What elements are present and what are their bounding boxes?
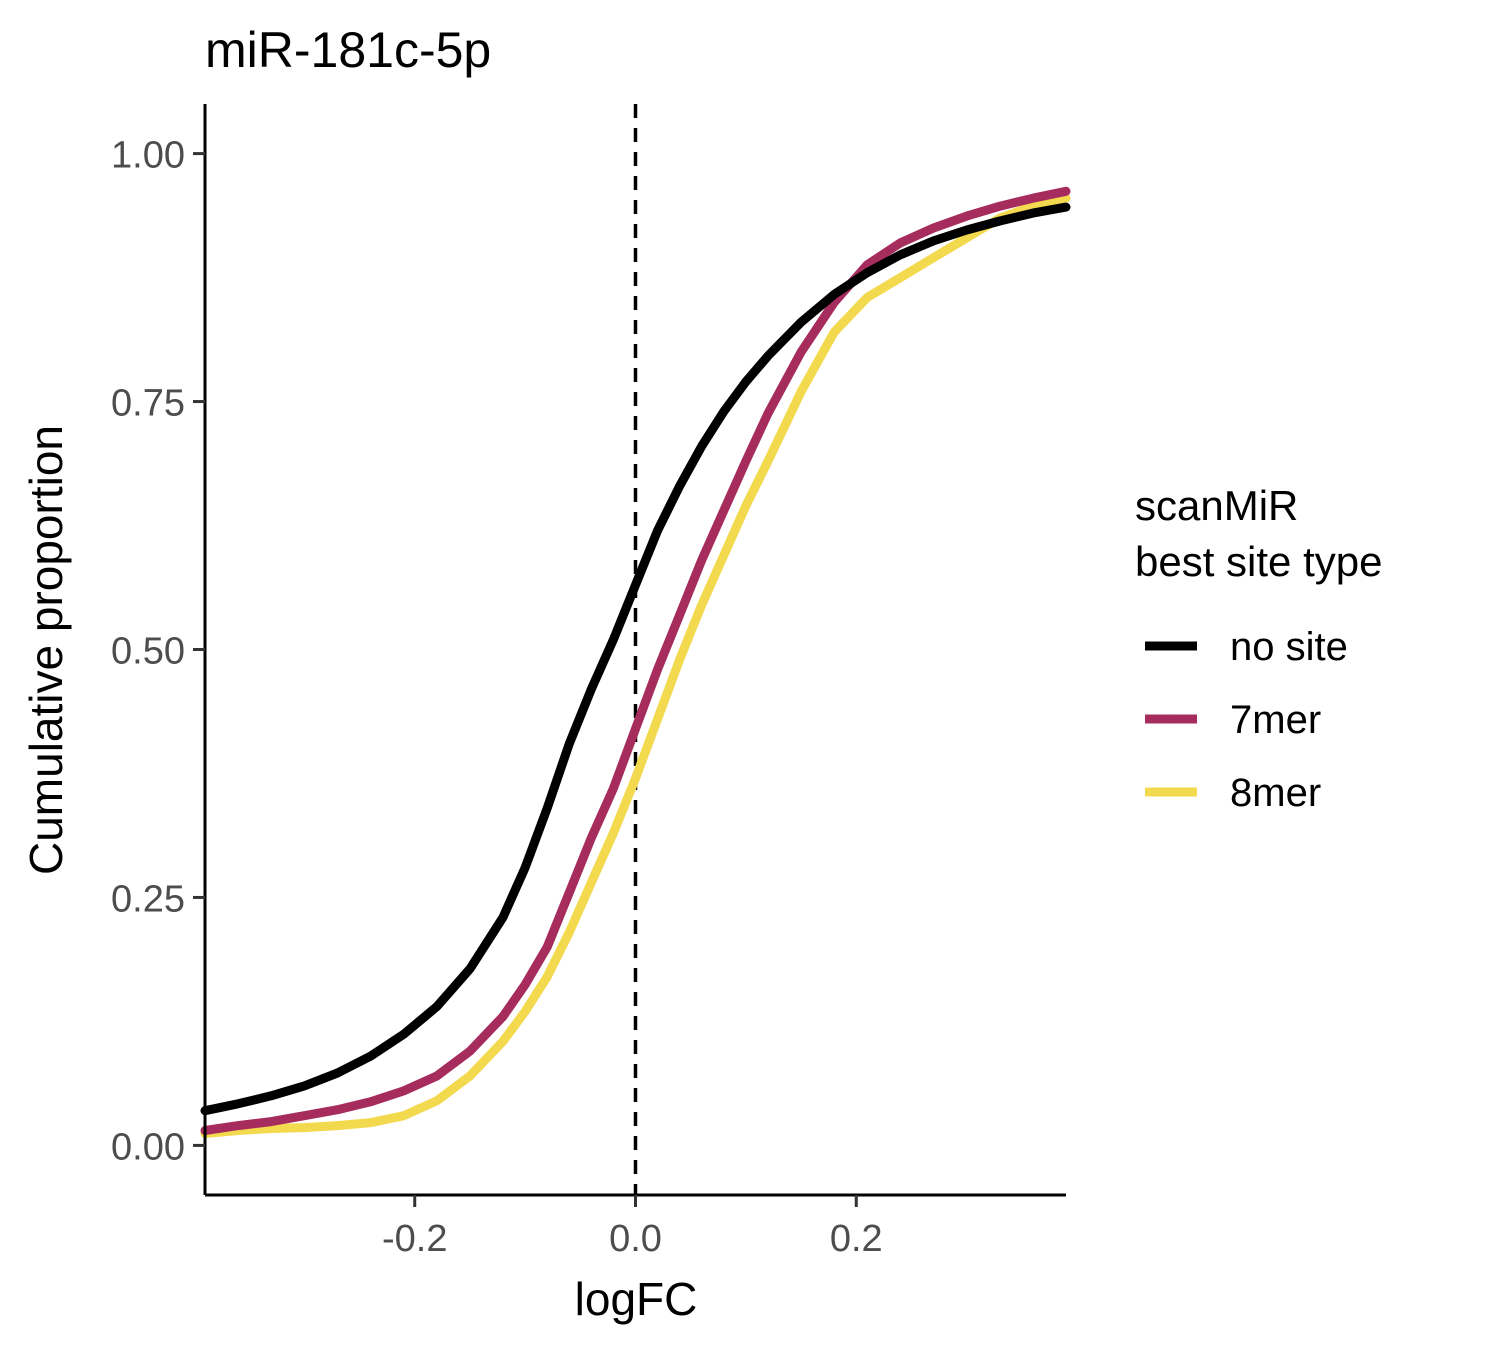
x-tick-label: -0.2 bbox=[382, 1218, 447, 1260]
legend: scanMiR best site type no site 7mer 8mer bbox=[1135, 482, 1382, 815]
series-line-7mer bbox=[200, 186, 1071, 1135]
y-tick-label: 0.25 bbox=[111, 878, 185, 920]
legend-item-no-site: no site bbox=[1145, 625, 1348, 669]
y-tick-label: 0.00 bbox=[111, 1126, 185, 1168]
y-tick-label: 0.50 bbox=[111, 631, 185, 673]
legend-key-point bbox=[1166, 641, 1176, 651]
chart-title: miR-181c-5p bbox=[205, 22, 491, 78]
plot-area: -0.2 0.0 0.2 0.00 0.25 0.50 0.75 1.00 bbox=[111, 104, 1071, 1260]
y-axis-title: Cumulative proportion bbox=[20, 425, 72, 875]
legend-key-point bbox=[1166, 714, 1176, 724]
x-axis-title: logFC bbox=[575, 1273, 698, 1325]
legend-title-line-2: best site type bbox=[1135, 538, 1382, 585]
legend-label: 7mer bbox=[1230, 698, 1321, 742]
series-line-8mer bbox=[200, 193, 1071, 1138]
x-tick-label: 0.2 bbox=[830, 1218, 883, 1260]
legend-item-7mer: 7mer bbox=[1145, 698, 1321, 742]
legend-items: no site 7mer 8mer bbox=[1145, 625, 1348, 815]
legend-title-line-1: scanMiR bbox=[1135, 482, 1298, 529]
x-ticks: -0.2 0.0 0.2 bbox=[382, 1195, 883, 1260]
y-tick-label: 0.75 bbox=[111, 383, 185, 425]
legend-label: 8mer bbox=[1230, 771, 1321, 815]
series-layer bbox=[200, 186, 1071, 1138]
legend-label: no site bbox=[1230, 625, 1348, 669]
x-tick-label: 0.0 bbox=[609, 1218, 662, 1260]
legend-item-8mer: 8mer bbox=[1145, 771, 1321, 815]
legend-key-point bbox=[1166, 787, 1176, 797]
y-tick-label: 1.00 bbox=[111, 135, 185, 177]
y-ticks: 0.00 0.25 0.50 0.75 1.00 bbox=[111, 135, 205, 1168]
series-line-no-site bbox=[200, 202, 1071, 1116]
